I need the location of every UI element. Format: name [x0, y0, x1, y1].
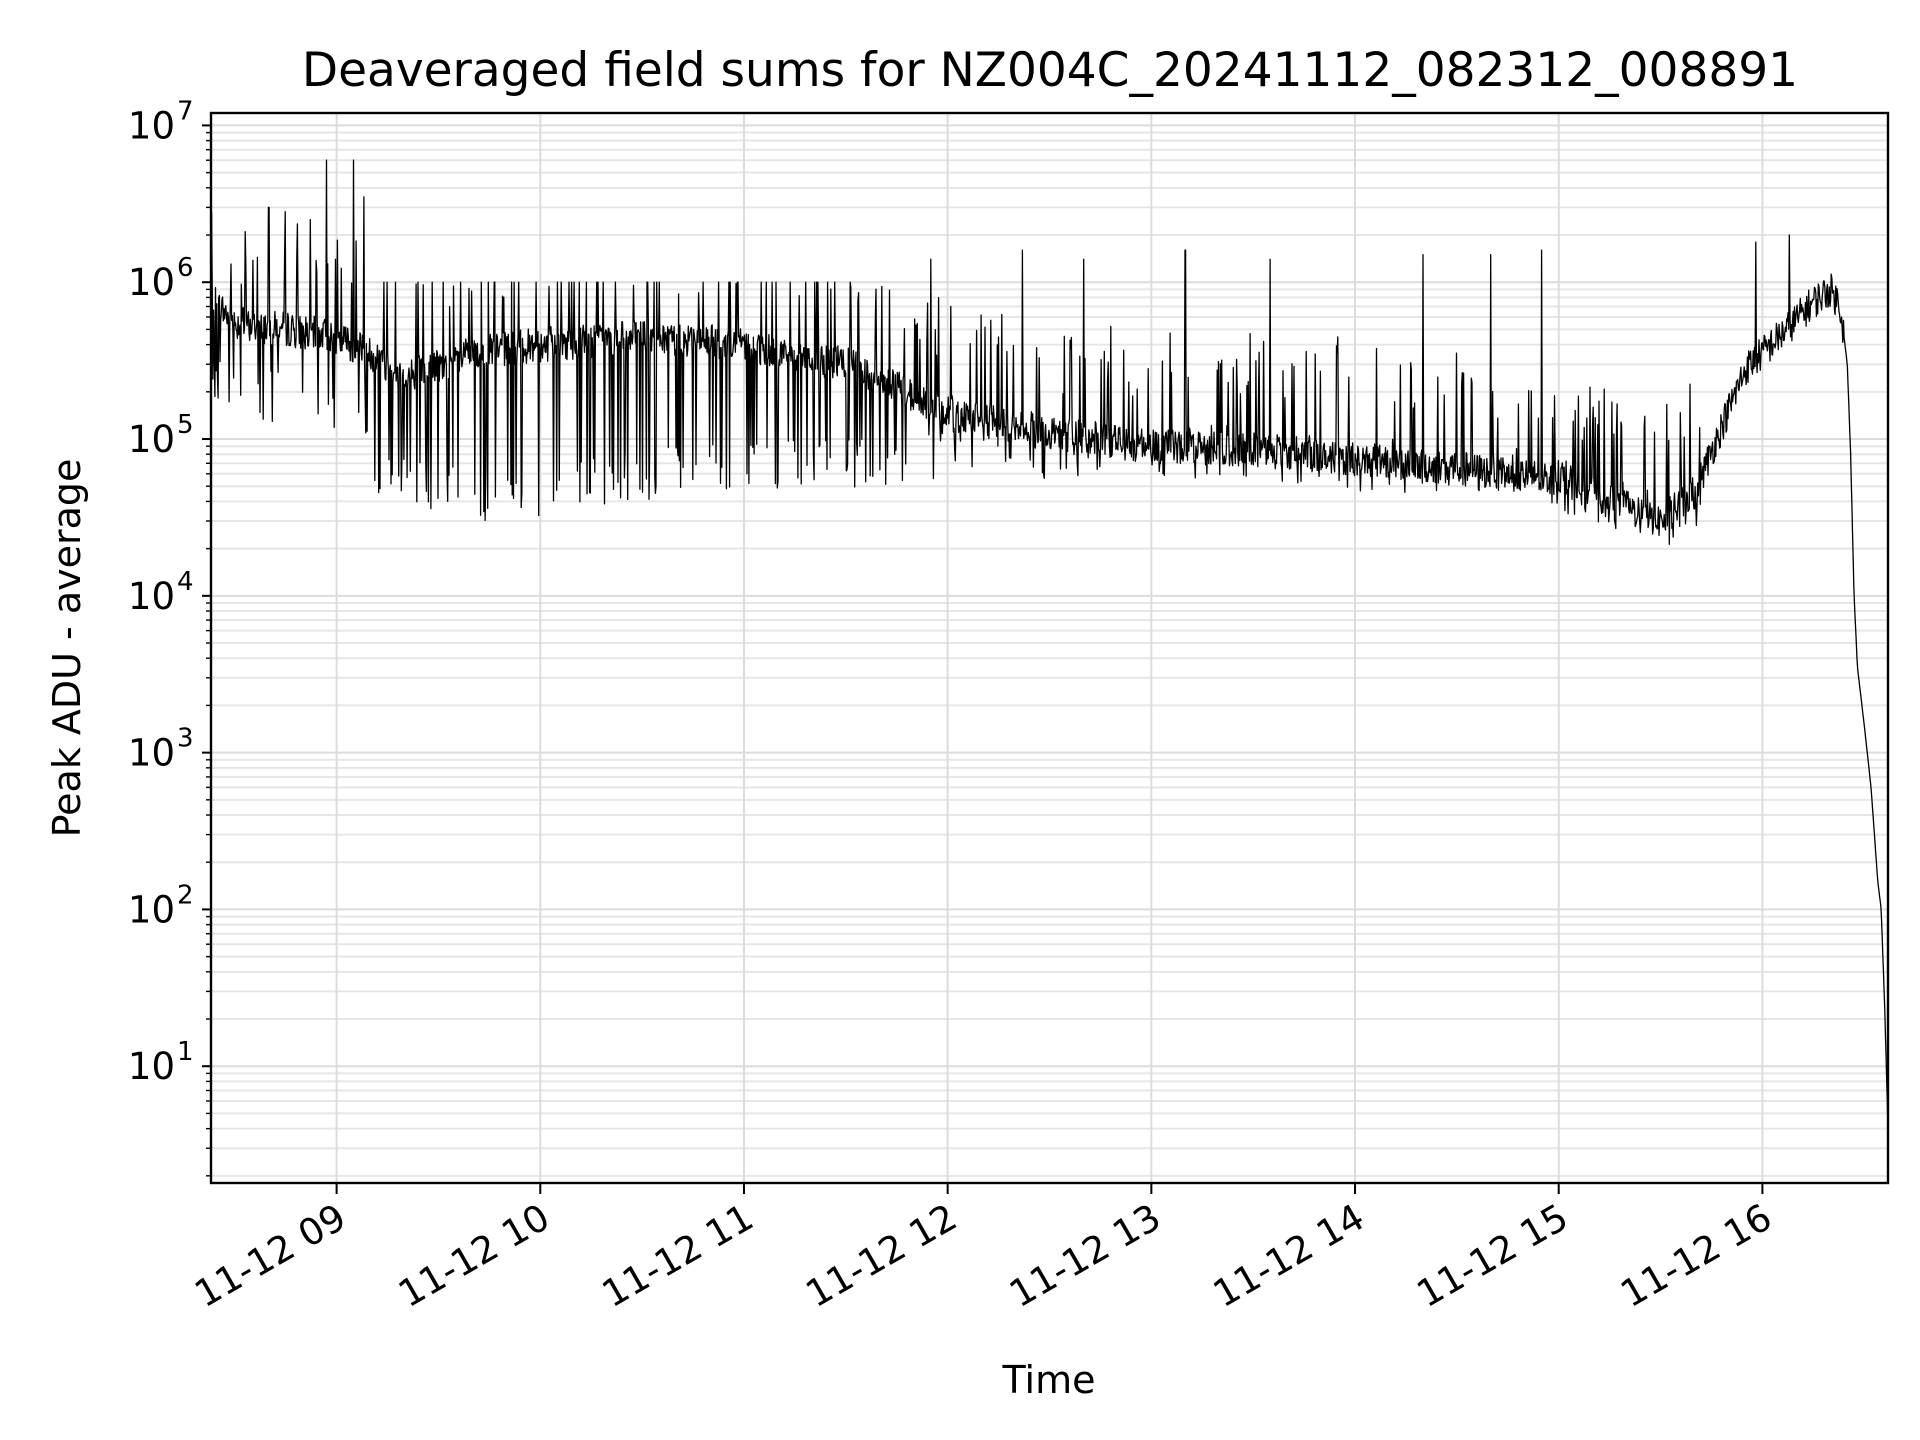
y-tick-label: 10 [128, 888, 175, 931]
series-layer [210, 159, 1889, 1129]
y-tick-exponent: 4 [177, 567, 194, 597]
y-tick-exponent: 6 [177, 253, 194, 283]
series-line [210, 159, 1889, 1129]
y-tick-label: 10 [128, 732, 175, 775]
y-tick-label: 10 [128, 261, 175, 304]
y-tick-exponent: 1 [177, 1037, 194, 1067]
x-axis-label: Time [1002, 1358, 1096, 1402]
y-axis-label: Peak ADU - average [45, 459, 89, 838]
plot-frame [209, 111, 1890, 1185]
y-tick-exponent: 7 [177, 96, 194, 126]
y-tick-exponent: 3 [177, 724, 194, 754]
y-tick-label: 10 [128, 1045, 175, 1088]
chart-title: Deaveraged field sums for NZ004C_2024111… [302, 43, 1798, 98]
y-tick-exponent: 2 [177, 880, 194, 910]
y-tick-label: 10 [128, 104, 175, 147]
y-tick-exponent: 5 [177, 410, 194, 440]
y-tick-label: 10 [128, 418, 175, 461]
y-tick-label: 10 [128, 575, 175, 618]
